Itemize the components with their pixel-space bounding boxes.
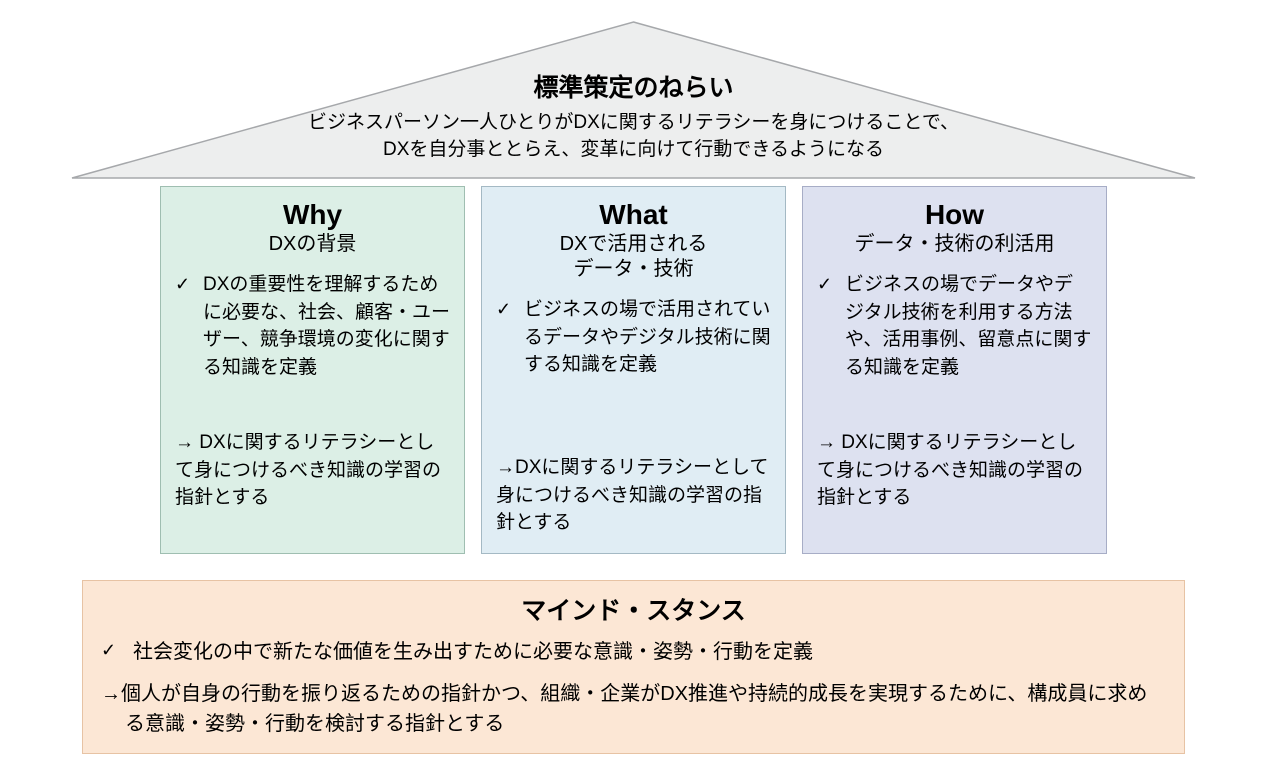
roof-title: 標準策定のねらい [70, 68, 1197, 104]
roof-section: 標準策定のねらい ビジネスパーソン一人ひとりがDXに関するリテラシーを身につける… [70, 20, 1197, 180]
pillar-why-bullet-row: ✓ DXの重要性を理解するために必要な、社会、顧客・ユーザー、競争環境の変化に関… [175, 271, 450, 381]
pillar-how-subtitle: データ・技術の利活用 [817, 232, 1092, 257]
pillar-what-head: What DXで活用される データ・技術 [496, 197, 771, 282]
pillar-why-title: Why [175, 197, 450, 232]
roof-text-block: 標準策定のねらい ビジネスパーソン一人ひとりがDXに関するリテラシーを身につける… [70, 68, 1197, 163]
pillar-what-bullet-text: ビジネスの場で活用されているデータやデジタル技術に関する知識を定義 [524, 296, 771, 379]
foundation-note: →個人が自身の行動を振り返るための指針かつ、組織・企業がDX推進や持続的成長を実… [101, 679, 1166, 739]
check-icon: ✓ [496, 296, 524, 379]
roof-body: ビジネスパーソン一人ひとりがDXに関するリテラシーを身につけることで、 DXを自… [70, 110, 1197, 163]
roof-line-2: DXを自分事ととらえ、変革に向けて行動できるようになる [383, 139, 884, 160]
pillar-what: What DXで活用される データ・技術 ✓ ビジネスの場で活用されているデータ… [481, 186, 786, 554]
pillar-what-bullet-row: ✓ ビジネスの場で活用されているデータやデジタル技術に関する知識を定義 [496, 296, 771, 379]
pillar-how-title: How [817, 197, 1092, 232]
pillars-row: Why DXの背景 ✓ DXの重要性を理解するために必要な、社会、顧客・ユーザー… [160, 186, 1107, 554]
pillar-how-note: → DXに関するリテラシーとして身につけるべき知識の学習の指針とする [817, 429, 1092, 512]
pillar-why: Why DXの背景 ✓ DXの重要性を理解するために必要な、社会、顧客・ユーザー… [160, 186, 465, 554]
pillar-what-subtitle: DXで活用される データ・技術 [496, 232, 771, 282]
pillar-why-subtitle: DXの背景 [175, 232, 450, 257]
pillar-what-bullets: ✓ ビジネスの場で活用されているデータやデジタル技術に関する知識を定義 [496, 296, 771, 446]
pillar-why-note: → DXに関するリテラシーとして身につけるべき知識の学習の指針とする [175, 429, 450, 512]
foundation-bullet-row: ✓ 社会変化の中で新たな価値を生み出すために必要な意識・姿勢・行動を定義 [101, 637, 1166, 667]
pillar-how-bullet-row: ✓ ビジネスの場でデータやデジタル技術を利用する方法や、活用事例、留意点に関する… [817, 271, 1092, 381]
pillar-how: How データ・技術の利活用 ✓ ビジネスの場でデータやデジタル技術を利用する方… [802, 186, 1107, 554]
pillar-why-head: Why DXの背景 [175, 197, 450, 257]
pillar-what-note: →DXに関するリテラシーとして身につけるべき知識の学習の指針とする [496, 454, 771, 537]
pillar-why-bullets: ✓ DXの重要性を理解するために必要な、社会、顧客・ユーザー、競争環境の変化に関… [175, 271, 450, 421]
check-icon: ✓ [101, 637, 133, 667]
pillar-how-bullets: ✓ ビジネスの場でデータやデジタル技術を利用する方法や、活用事例、留意点に関する… [817, 271, 1092, 421]
check-icon: ✓ [817, 271, 845, 381]
roof-line-1: ビジネスパーソン一人ひとりがDXに関するリテラシーを身につけることで、 [308, 112, 959, 133]
pillar-what-title: What [496, 197, 771, 232]
foundation-title: マインド・スタンス [101, 591, 1166, 627]
foundation-section: マインド・スタンス ✓ 社会変化の中で新たな価値を生み出すために必要な意識・姿勢… [82, 580, 1185, 754]
pillar-how-bullet-text: ビジネスの場でデータやデジタル技術を利用する方法や、活用事例、留意点に関する知識… [845, 271, 1092, 381]
foundation-bullet-text: 社会変化の中で新たな価値を生み出すために必要な意識・姿勢・行動を定義 [133, 637, 813, 667]
check-icon: ✓ [175, 271, 203, 381]
pillar-why-bullet-text: DXの重要性を理解するために必要な、社会、顧客・ユーザー、競争環境の変化に関する… [203, 271, 450, 381]
pillar-how-head: How データ・技術の利活用 [817, 197, 1092, 257]
